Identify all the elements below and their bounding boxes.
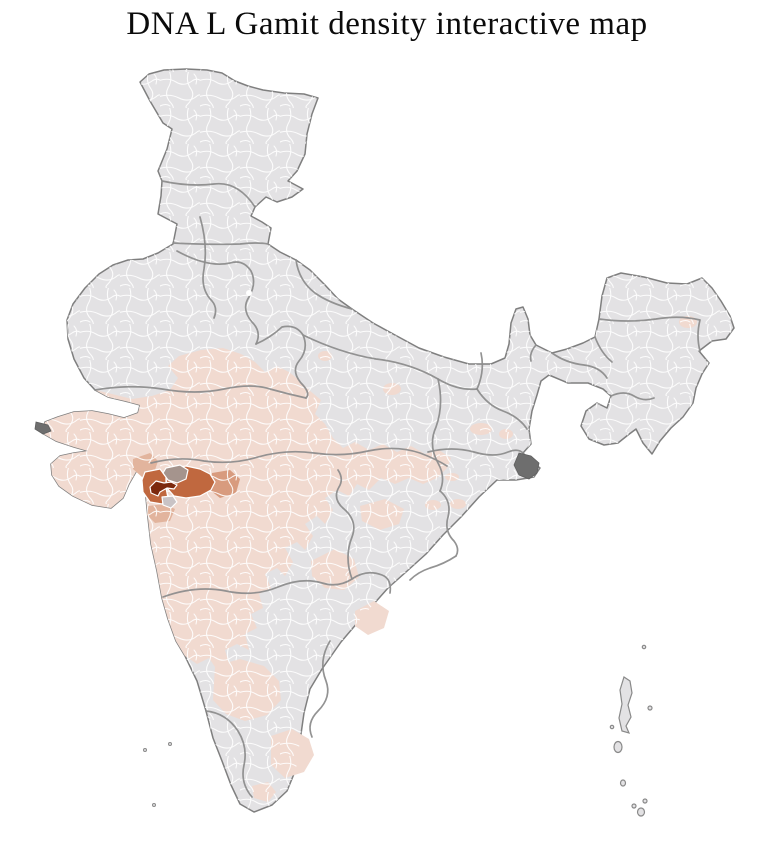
page-title: DNA L Gamit density interactive map bbox=[126, 6, 648, 42]
region-ganges-delta-dark[interactable] bbox=[513, 452, 540, 480]
lakshadweep-islands[interactable] bbox=[143, 742, 172, 807]
region-kutch-west-dark[interactable] bbox=[34, 421, 52, 435]
delhi-enclave-dot bbox=[246, 290, 252, 296]
hotspot-north-district[interactable] bbox=[162, 464, 189, 484]
andaman-nicobar-islands[interactable] bbox=[609, 644, 653, 817]
dark-gray-areas[interactable] bbox=[34, 421, 540, 480]
state-borders bbox=[94, 180, 701, 798]
hotspot-core-district[interactable] bbox=[149, 480, 178, 497]
hotspot-small-gray-district[interactable] bbox=[161, 495, 178, 509]
hotspot-cluster bbox=[141, 464, 216, 509]
district-borders-overlay bbox=[42, 69, 734, 812]
